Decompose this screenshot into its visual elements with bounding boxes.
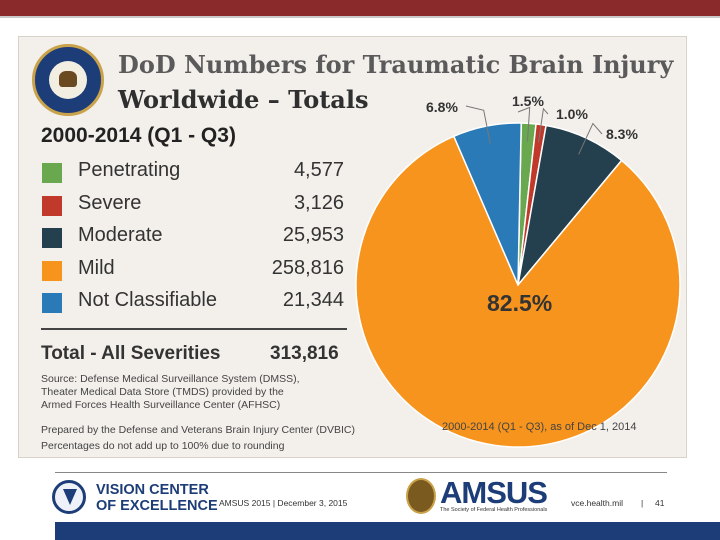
footer-separator: | bbox=[641, 498, 644, 508]
total-label: Total - All Severities bbox=[41, 343, 221, 364]
chart-title-line1: DoD Numbers for Traumatic Brain Injury bbox=[118, 50, 674, 79]
pie-slices bbox=[355, 122, 681, 448]
legend-label: Severe bbox=[78, 191, 142, 214]
leader-line-moderate bbox=[578, 122, 603, 155]
vce-name-line2: OF EXCELLENCE bbox=[96, 498, 218, 514]
pie-leader-lines bbox=[465, 105, 603, 155]
legend-item-not-classifiable: Not Classifiable 21,344 bbox=[40, 287, 348, 320]
legend-swatch bbox=[42, 260, 62, 281]
rounding-note: Percentages do not add up to 100% due to… bbox=[41, 440, 285, 452]
legend-label: Penetrating bbox=[78, 159, 181, 181]
vce-logo-icon bbox=[52, 480, 86, 514]
legend-item-mild: Mild 258,816 bbox=[40, 255, 348, 288]
pie-label-penetrating: 1.5% bbox=[512, 93, 544, 109]
leader-line-not-classifiable bbox=[465, 105, 491, 144]
leader-line-severe bbox=[538, 107, 549, 143]
amsus-logo-text: AMSUS bbox=[440, 475, 548, 510]
page-number: 41 bbox=[655, 498, 665, 508]
legend-label: Mild bbox=[78, 256, 115, 279]
website-link[interactable]: vce.health.mil bbox=[571, 498, 623, 508]
pie-label-moderate: 8.3% bbox=[606, 126, 638, 142]
legend-swatch bbox=[42, 195, 62, 216]
legend-item-penetrating: Penetrating 4,577 bbox=[40, 157, 348, 190]
dod-seal-icon bbox=[32, 44, 104, 116]
top-divider bbox=[0, 16, 720, 18]
period-heading: 2000-2014 (Q1 - Q3) bbox=[41, 124, 236, 147]
legend-value: 4,577 bbox=[293, 159, 344, 181]
legend-value: 25,953 bbox=[282, 224, 344, 246]
legend-value: 258,816 bbox=[271, 256, 344, 279]
total-separator bbox=[41, 328, 347, 330]
legend-item-severe: Severe 3,126 bbox=[40, 190, 348, 223]
leader-line-penetrating bbox=[517, 106, 531, 142]
legend: Penetrating 4,577 Severe 3,126 Moderate … bbox=[40, 157, 348, 320]
legend-value: 3,126 bbox=[293, 191, 344, 214]
vce-name-line1: VISION CENTER bbox=[96, 482, 209, 498]
pie-slice-mild bbox=[355, 135, 681, 448]
vce-v-icon bbox=[63, 489, 77, 505]
bottom-accent-bar bbox=[55, 522, 720, 540]
pie-label-mild: 82.5% bbox=[487, 290, 552, 316]
legend-label: Not Classifiable bbox=[78, 289, 217, 311]
chart-title-line2: Worldwide – Totals bbox=[118, 85, 369, 114]
legend-swatch bbox=[42, 228, 62, 248]
legend-swatch bbox=[42, 163, 62, 183]
source-note-line2: Theater Medical Data Store (TMDS) provid… bbox=[41, 386, 284, 398]
legend-swatch bbox=[42, 293, 62, 313]
legend-label: Moderate bbox=[78, 224, 163, 246]
pie-percent-labels: 1.5% 1.0% 8.3% 82.5% 6.8% bbox=[426, 93, 638, 316]
source-note-line1: Source: Defense Medical Surveillance Sys… bbox=[41, 373, 300, 385]
event-info: AMSUS 2015 | December 3, 2015 bbox=[219, 498, 348, 508]
amsus-tagline: The Society of Federal Health Profession… bbox=[440, 507, 548, 513]
total-value: 313,816 bbox=[270, 343, 339, 364]
as-of-note: 2000-2014 (Q1 - Q3), as of Dec 1, 2014 bbox=[442, 421, 637, 433]
top-accent-bar bbox=[0, 0, 720, 16]
amsus-seal-icon bbox=[406, 478, 436, 514]
pie-label-severe: 1.0% bbox=[556, 106, 588, 122]
footer-divider bbox=[55, 472, 667, 473]
eagle-icon bbox=[59, 71, 77, 87]
prepared-by-note: Prepared by the Defense and Veterans Bra… bbox=[41, 424, 355, 436]
legend-item-moderate: Moderate 25,953 bbox=[40, 222, 348, 255]
pie-label-not-classifiable: 6.8% bbox=[426, 99, 458, 115]
source-note-line3: Armed Forces Health Surveillance Center … bbox=[41, 399, 281, 411]
legend-value: 21,344 bbox=[282, 289, 344, 311]
